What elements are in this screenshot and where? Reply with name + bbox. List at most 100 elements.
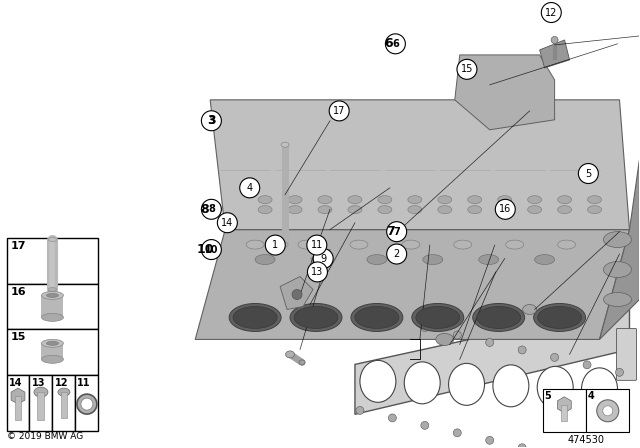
Ellipse shape	[42, 292, 63, 299]
Circle shape	[550, 353, 559, 362]
Circle shape	[307, 235, 327, 255]
Ellipse shape	[473, 303, 525, 332]
Ellipse shape	[246, 240, 264, 249]
Bar	[6, 284, 99, 329]
Ellipse shape	[416, 306, 460, 328]
Ellipse shape	[367, 254, 387, 265]
Ellipse shape	[281, 142, 289, 147]
Ellipse shape	[436, 333, 454, 345]
Bar	[52, 375, 76, 431]
Text: 10: 10	[196, 243, 214, 256]
Ellipse shape	[498, 196, 511, 204]
Text: 7: 7	[394, 227, 400, 237]
Circle shape	[616, 368, 623, 376]
Circle shape	[486, 436, 493, 444]
Ellipse shape	[348, 196, 362, 204]
Ellipse shape	[537, 366, 573, 408]
Ellipse shape	[318, 206, 332, 214]
Ellipse shape	[604, 262, 632, 277]
Bar	[42, 295, 63, 317]
Polygon shape	[540, 40, 570, 68]
Bar	[42, 343, 63, 359]
Text: 15: 15	[10, 332, 26, 342]
Ellipse shape	[258, 196, 272, 204]
Ellipse shape	[604, 293, 632, 306]
Circle shape	[387, 244, 406, 264]
Text: 11: 11	[77, 379, 91, 388]
Text: 3: 3	[207, 114, 216, 127]
FancyBboxPatch shape	[616, 328, 636, 380]
Ellipse shape	[557, 240, 575, 249]
Ellipse shape	[412, 303, 464, 332]
Bar	[15, 396, 21, 420]
Bar	[29, 375, 52, 431]
Text: 2: 2	[394, 249, 400, 259]
Ellipse shape	[258, 206, 272, 214]
Bar	[61, 392, 67, 418]
Ellipse shape	[423, 254, 443, 265]
Bar	[6, 375, 29, 431]
Text: 16: 16	[10, 287, 26, 297]
Ellipse shape	[351, 303, 403, 332]
Ellipse shape	[42, 339, 63, 347]
Ellipse shape	[81, 398, 93, 410]
Ellipse shape	[498, 206, 511, 214]
Circle shape	[583, 361, 591, 369]
Circle shape	[356, 406, 364, 414]
Circle shape	[202, 111, 221, 131]
Circle shape	[453, 331, 461, 339]
Ellipse shape	[603, 406, 612, 416]
Text: 13: 13	[311, 267, 324, 277]
Circle shape	[486, 339, 493, 346]
Text: 15: 15	[461, 65, 473, 74]
Ellipse shape	[360, 360, 396, 402]
Ellipse shape	[477, 306, 521, 328]
Ellipse shape	[49, 237, 56, 241]
Ellipse shape	[582, 368, 618, 410]
Bar	[6, 329, 99, 375]
Ellipse shape	[355, 306, 399, 328]
Ellipse shape	[449, 363, 484, 405]
Ellipse shape	[557, 206, 572, 214]
Text: 11: 11	[310, 240, 323, 250]
Bar	[586, 389, 630, 432]
Ellipse shape	[538, 306, 582, 328]
Circle shape	[329, 101, 349, 121]
Polygon shape	[455, 55, 555, 130]
Polygon shape	[195, 230, 630, 340]
Ellipse shape	[298, 240, 316, 249]
Text: 9: 9	[320, 254, 326, 263]
Ellipse shape	[468, 206, 482, 214]
Circle shape	[292, 289, 302, 300]
Ellipse shape	[588, 206, 602, 214]
Circle shape	[202, 199, 221, 219]
Ellipse shape	[551, 36, 558, 43]
Ellipse shape	[47, 293, 58, 297]
Ellipse shape	[438, 196, 452, 204]
Ellipse shape	[311, 254, 331, 265]
Ellipse shape	[47, 341, 58, 345]
Circle shape	[421, 323, 429, 332]
Ellipse shape	[282, 242, 288, 246]
Ellipse shape	[408, 206, 422, 214]
Text: 13: 13	[31, 379, 45, 388]
Polygon shape	[210, 100, 630, 230]
Text: 5: 5	[545, 392, 552, 401]
Circle shape	[240, 178, 260, 198]
Circle shape	[388, 316, 396, 324]
Circle shape	[518, 346, 526, 354]
Ellipse shape	[493, 365, 529, 407]
Bar	[543, 389, 586, 432]
Ellipse shape	[408, 196, 422, 204]
Text: 474530: 474530	[568, 435, 605, 445]
Ellipse shape	[299, 360, 305, 365]
Ellipse shape	[557, 196, 572, 204]
Ellipse shape	[318, 196, 332, 204]
Ellipse shape	[294, 306, 338, 328]
Circle shape	[356, 309, 364, 317]
Polygon shape	[600, 160, 639, 340]
Ellipse shape	[77, 394, 97, 414]
Ellipse shape	[288, 206, 302, 214]
Circle shape	[202, 240, 221, 259]
Ellipse shape	[58, 388, 70, 396]
